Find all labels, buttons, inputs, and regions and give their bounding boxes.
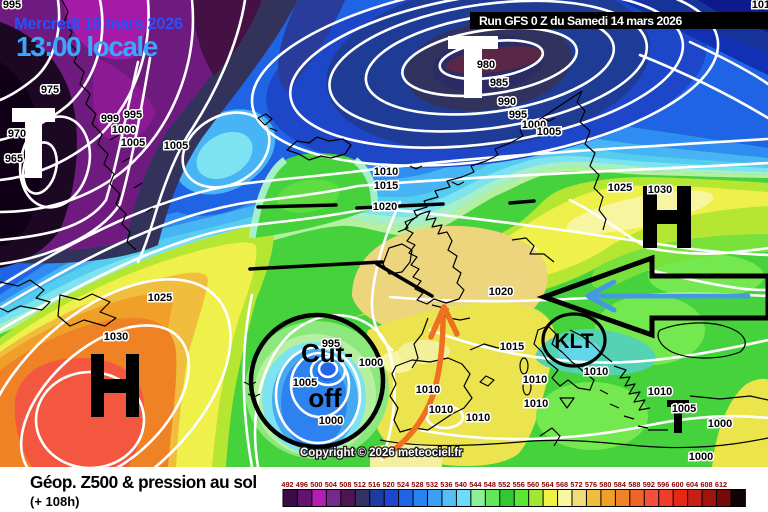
svg-text:1010: 1010	[584, 366, 608, 378]
svg-text:990: 990	[498, 96, 516, 108]
svg-text:1010: 1010	[429, 404, 453, 416]
svg-text:995: 995	[124, 109, 142, 121]
svg-text:564: 564	[542, 480, 555, 489]
svg-text:985: 985	[490, 77, 508, 89]
svg-text:1030: 1030	[648, 184, 672, 196]
svg-text:492: 492	[281, 480, 293, 489]
svg-text:584: 584	[614, 480, 627, 489]
svg-text:1030: 1030	[104, 331, 128, 343]
svg-text:970: 970	[8, 128, 26, 140]
svg-text:576: 576	[585, 480, 597, 489]
svg-text:596: 596	[657, 480, 669, 489]
svg-text:612: 612	[715, 480, 727, 489]
svg-text:540: 540	[455, 480, 467, 489]
svg-text:496: 496	[296, 480, 308, 489]
svg-text:1005: 1005	[293, 377, 317, 389]
svg-text:524: 524	[397, 480, 410, 489]
svg-text:Géop. Z500 & pression au sol: Géop. Z500 & pression au sol	[30, 472, 257, 492]
svg-text:552: 552	[498, 480, 510, 489]
svg-text:608: 608	[700, 480, 712, 489]
svg-text:off: off	[308, 383, 342, 413]
svg-text:520: 520	[383, 480, 395, 489]
svg-text:500: 500	[310, 480, 322, 489]
svg-text:1010: 1010	[466, 412, 490, 424]
svg-text:600: 600	[672, 480, 684, 489]
svg-text:1000: 1000	[319, 415, 343, 427]
svg-text:1010: 1010	[374, 166, 398, 178]
svg-text:13:00 locale: 13:00 locale	[16, 31, 158, 62]
svg-text:1025: 1025	[608, 182, 632, 194]
svg-text:975: 975	[41, 84, 59, 96]
svg-text:560: 560	[527, 480, 539, 489]
svg-text:556: 556	[513, 480, 525, 489]
svg-text:1000: 1000	[522, 119, 546, 131]
svg-text:568: 568	[556, 480, 568, 489]
svg-text:508: 508	[339, 480, 351, 489]
svg-text:Cut-: Cut-	[301, 338, 353, 368]
svg-text:512: 512	[354, 480, 366, 489]
svg-text:532: 532	[426, 480, 438, 489]
svg-text:1005: 1005	[164, 140, 188, 152]
svg-text:1010: 1010	[523, 374, 547, 386]
svg-text:572: 572	[570, 480, 582, 489]
svg-text:1000: 1000	[359, 357, 383, 369]
svg-text:1000: 1000	[689, 451, 713, 463]
svg-text:544: 544	[469, 480, 482, 489]
svg-text:1015: 1015	[374, 180, 398, 192]
svg-text:1005: 1005	[121, 137, 145, 149]
svg-text:999: 999	[101, 113, 119, 125]
svg-text:1020: 1020	[373, 201, 397, 213]
svg-text:536: 536	[440, 480, 452, 489]
svg-text:1010: 1010	[648, 386, 672, 398]
svg-text:1020: 1020	[489, 286, 513, 298]
svg-text:592: 592	[643, 480, 655, 489]
svg-text:965: 965	[5, 153, 23, 165]
svg-text:995: 995	[322, 338, 340, 350]
svg-text:1000: 1000	[708, 418, 732, 430]
svg-text:1000: 1000	[112, 124, 136, 136]
svg-text:1005: 1005	[672, 403, 696, 415]
svg-text:995: 995	[509, 109, 527, 121]
svg-text:980: 980	[477, 59, 495, 71]
svg-text:1025: 1025	[148, 292, 172, 304]
svg-text:(+ 108h): (+ 108h)	[30, 494, 80, 509]
svg-text:1010: 1010	[752, 0, 768, 11]
svg-text:516: 516	[368, 480, 380, 489]
svg-text:604: 604	[686, 480, 699, 489]
svg-text:588: 588	[628, 480, 640, 489]
svg-text:504: 504	[325, 480, 338, 489]
svg-text:580: 580	[599, 480, 611, 489]
svg-text:1010: 1010	[524, 398, 548, 410]
svg-text:548: 548	[484, 480, 496, 489]
svg-text:Mercredi 18 mars 2026: Mercredi 18 mars 2026	[14, 15, 183, 33]
svg-text:Copyright © 2026 meteociel.fr: Copyright © 2026 meteociel.fr	[300, 447, 463, 459]
svg-text:1010: 1010	[416, 384, 440, 396]
svg-text:Run GFS 0 Z du Samedi 14 mars: Run GFS 0 Z du Samedi 14 mars 2026	[479, 14, 682, 28]
svg-text:1005: 1005	[537, 126, 561, 138]
svg-text:KLT: KLT	[554, 330, 593, 353]
svg-text:995: 995	[3, 0, 21, 11]
svg-text:528: 528	[411, 480, 423, 489]
svg-text:1015: 1015	[500, 341, 524, 353]
